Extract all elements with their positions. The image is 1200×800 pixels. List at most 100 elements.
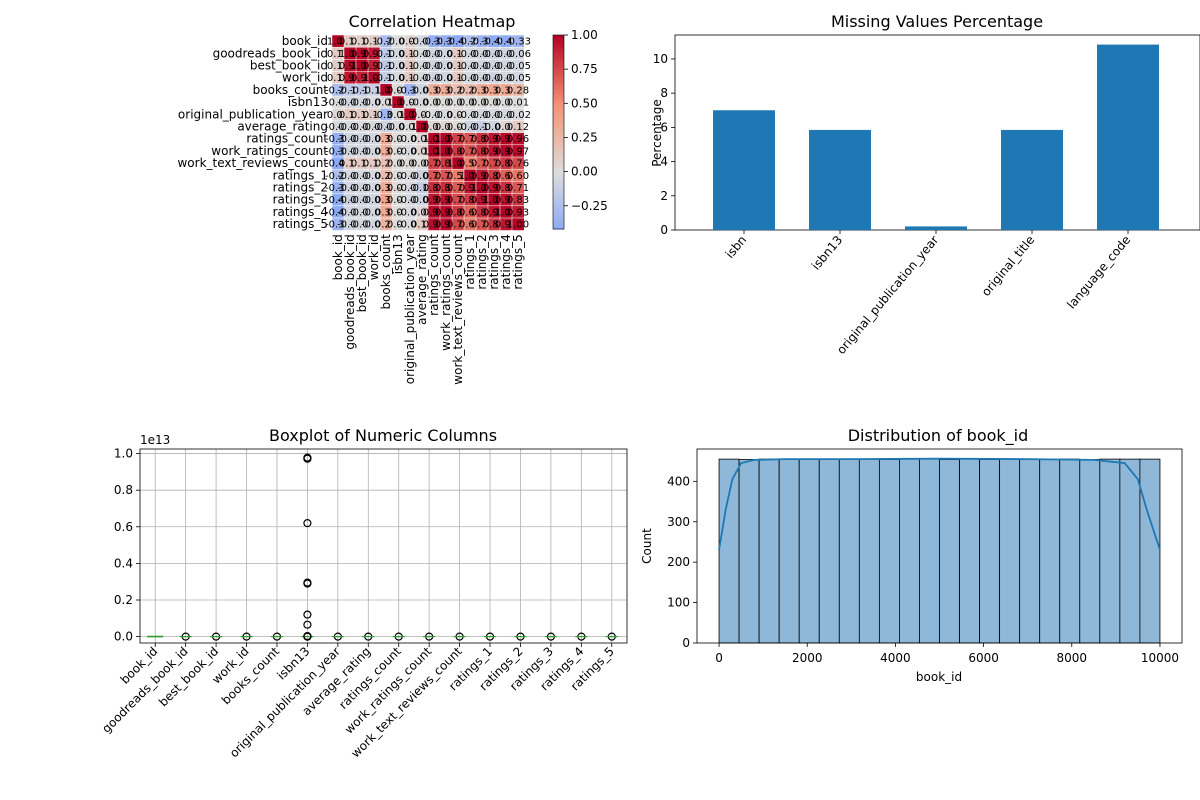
heatmap-cell-value: -0.06: [469, 49, 495, 60]
heatmap-cell-value: 0.71: [507, 183, 529, 194]
colorbar-segment: [553, 141, 564, 146]
heatmap-cell-value: -0.04: [325, 122, 351, 133]
heatmap-cell-value: 0.60: [507, 171, 529, 182]
histogram-bar: [778, 459, 800, 644]
heatmap-cell-value: 0.32: [423, 85, 445, 96]
heatmap-cell-value: 0.05: [399, 37, 421, 48]
heatmap-cell-value: 0.93: [339, 73, 361, 84]
histogram-bars: [718, 458, 1161, 644]
heatmap-cell-value: 0.33: [471, 85, 493, 96]
heatmap-cell-value: 0.85: [435, 183, 457, 194]
heatmap-cell-value: 0.38: [375, 195, 397, 206]
heatmap-cell-value: 0.32: [375, 134, 397, 145]
missing-values-bar: [1097, 44, 1159, 230]
heatmap-cell-value: -0.06: [361, 134, 387, 145]
colorbar-segment: [553, 44, 564, 49]
missing-values-x-tick-label: isbn: [723, 233, 750, 261]
heatmap-cell-value: 0.10: [351, 37, 373, 48]
missing-values-x-tick-label: isbn13: [809, 233, 845, 273]
heatmap-cell-value: 0.70: [471, 159, 493, 170]
histogram-bar: [1039, 459, 1061, 644]
histogram-x-tick-label: 8000: [1056, 651, 1087, 665]
heatmap-cell-value: 0.57: [447, 171, 469, 182]
heatmap-cell-value: 0.98: [495, 134, 517, 145]
heatmap-cell-value: 0.82: [447, 207, 469, 218]
heatmap-cell-value: 1.00: [459, 171, 481, 182]
heatmap-cell-value: -0.32: [397, 85, 423, 96]
heatmap-cell-value: 0.95: [495, 195, 517, 206]
heatmap-cell-value: 0.94: [483, 134, 505, 145]
heatmap-cell-value: -0.16: [337, 85, 363, 96]
heatmap-cell-value: 0.01: [435, 98, 457, 109]
heatmap-cell-value: 0.12: [507, 122, 529, 133]
heatmap-cell-value: 0.81: [447, 146, 469, 157]
heatmap-cell-value: 0.01: [387, 146, 409, 157]
heatmap-cell-value: 0.01: [447, 122, 469, 133]
colorbar-segment: [553, 112, 564, 117]
boxplot-y-tick-label: 0.2: [114, 593, 133, 607]
heatmap-cell-value: -0.05: [349, 207, 375, 218]
histogram-bar: [979, 459, 1001, 644]
missing-values-x-tick-label: original_title: [979, 233, 1038, 299]
heatmap-column-label: ratings_1: [463, 234, 477, 289]
heatmap-cell-value: -0.03: [397, 207, 423, 218]
heatmap-cell-value: -0.05: [433, 73, 459, 84]
heatmap-cell-value: 0.97: [339, 61, 361, 72]
colorbar-segment: [553, 83, 564, 88]
heatmap-cell-value: -0.07: [481, 61, 507, 72]
heatmap-cell-value: 1.00: [423, 146, 445, 157]
heatmap-cell-value: 0.01: [387, 195, 409, 206]
heatmap-cell-value: -0.41: [493, 37, 519, 48]
heatmap-cell-value: -0.16: [373, 61, 399, 72]
heatmap-cell-value: -0.04: [397, 183, 423, 194]
correlation-heatmap-panel: Correlation Heatmap 1.000.120.100.11-0.2…: [177, 12, 607, 385]
missing-values-y-tick-label: 4: [660, 155, 668, 169]
heatmap-cell-value: 0.01: [471, 98, 493, 109]
heatmap-cell-value: -0.05: [493, 61, 519, 72]
boxplot-isbn13-outlier: [303, 579, 312, 588]
heatmap-cell-value: 1.00: [447, 159, 469, 170]
heatmap-cell-value: -0.02: [397, 134, 423, 145]
colorbar-segment: [553, 80, 564, 85]
heatmap-cell-value: -0.37: [421, 37, 447, 48]
histogram-bar: [738, 459, 760, 644]
heatmap-cell-value: 0.84: [495, 183, 517, 194]
heatmap-cell-value: -0.02: [361, 98, 387, 109]
heatmap-cell-value: -0.05: [505, 73, 531, 84]
colorbar-segment: [553, 51, 564, 55]
histogram-y-ticks: 0 100 200 300 400: [667, 474, 697, 650]
colorbar-segment: [553, 54, 564, 59]
heatmap-cell-value: -0.04: [469, 110, 495, 121]
heatmap-cell-value: -0.26: [325, 85, 351, 96]
histogram-bar: [959, 458, 980, 644]
heatmap-column-label: work_id: [367, 234, 381, 280]
heatmap-cell-value: 0.01: [387, 220, 409, 231]
heatmap-cell-value: -0.05: [349, 220, 375, 231]
colorbar-segment: [553, 125, 564, 130]
heatmap-cell-value: 0.01: [387, 183, 409, 194]
heatmap-cell-value: -0.05: [385, 49, 411, 60]
heatmap-cell-value: -0.33: [325, 220, 351, 231]
heatmap-cell-value: 0.02: [411, 110, 433, 121]
heatmap-cell-value: -0.07: [481, 73, 507, 84]
heatmap-cell-value: -0.08: [337, 195, 363, 206]
heatmap-column-label: best_book_id: [355, 234, 369, 312]
histogram-bar: [899, 458, 920, 644]
heatmap-cell-value: 0.72: [459, 134, 481, 145]
heatmap-cell-value: -0.24: [457, 37, 483, 48]
boxplot-isbn13-outlier: [303, 631, 312, 641]
colorbar-segment: [553, 183, 564, 188]
heatmap-cell-value: -0.07: [349, 134, 375, 145]
colorbar-segment: [553, 60, 564, 65]
heatmap-cell-value: 0.01: [387, 171, 409, 182]
heatmap-cell-value: -0.08: [409, 171, 435, 182]
missing-values-bar: [809, 129, 871, 230]
boxplot-y-tick-label: 0.6: [114, 520, 133, 534]
colorbar-segment: [553, 203, 564, 207]
heatmap-row-label: work_ratings_count: [211, 144, 328, 158]
heatmap-cell-value: 0.02: [399, 122, 421, 133]
heatmap-cell-value: -0.38: [433, 37, 459, 48]
histogram-y-tick-label: 0: [682, 636, 690, 650]
heatmap-cell-value: -0.03: [349, 171, 375, 182]
